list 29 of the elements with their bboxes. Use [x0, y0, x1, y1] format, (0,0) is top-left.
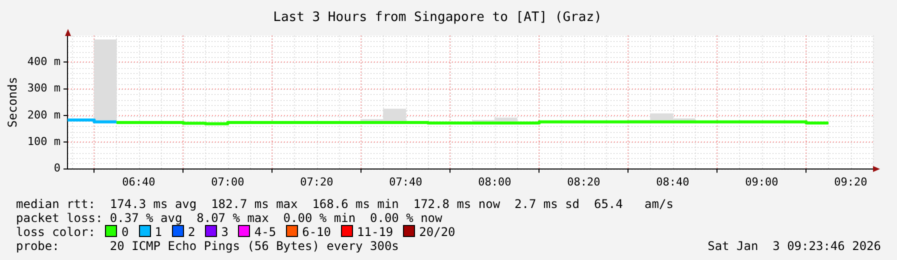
y-tick-label: 300 m: [27, 82, 61, 95]
x-tick-label: 07:40: [389, 175, 422, 188]
y-axis-title: Seconds: [5, 76, 20, 128]
chart-title: Last 3 Hours from Singapore to [AT] (Graz): [273, 10, 602, 26]
x-tick-label: 08:40: [656, 175, 690, 188]
y-tick-label: 100 m: [27, 135, 61, 148]
text: 20/20: [419, 225, 456, 239]
text: median rtt: 174.3 ms avg 182.7 ms max 168.6 ms min 172.8 ms now 2.7 ms sd 65.4 am/s: [16, 197, 674, 211]
y-tick-label: 200 m: [27, 108, 61, 122]
text: loss color:: [16, 225, 96, 239]
x-tick-label: 07:20: [300, 175, 334, 188]
text: 4-5: [254, 225, 276, 239]
text: 11-19: [357, 225, 394, 239]
text: packet loss: 0.37 % avg 8.07 % max 0.00 % min 0.00 % now: [16, 211, 442, 225]
y-tick-label: 0: [54, 162, 61, 175]
text: probe: 20 ICMP Echo Pings (56 Bytes) every 300s: [16, 239, 399, 253]
x-tick-label: 08:20: [567, 175, 600, 188]
text: 1: [154, 225, 162, 239]
x-tick-label: 06:40: [122, 175, 156, 188]
x-tick-label: 08:00: [478, 175, 512, 188]
x-tick-label: 09:00: [745, 175, 778, 188]
text: Sat Jan 3 09:23:46 2026: [708, 239, 881, 253]
text: 6-10: [302, 225, 332, 239]
x-tick-label: 07:00: [211, 175, 244, 188]
text: 0: [121, 225, 129, 239]
y-tick-label: 400 m: [27, 55, 61, 68]
text: 2: [188, 225, 196, 239]
text: 3: [221, 225, 228, 239]
x-tick-label: 09:20: [834, 175, 868, 188]
